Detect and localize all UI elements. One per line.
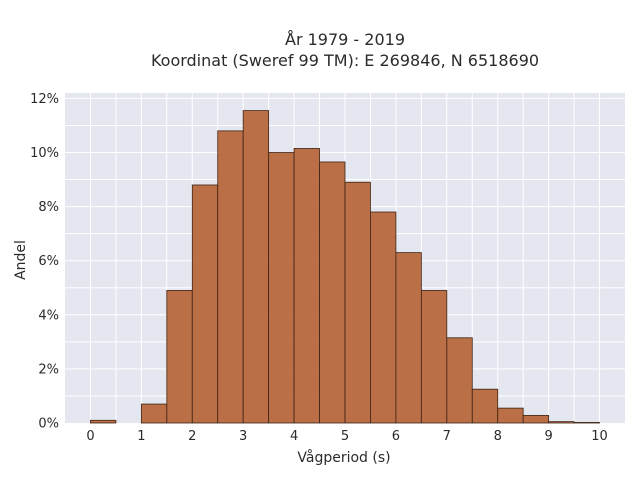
- x-axis-ticks: 0 1 2 3 4 5 6 7 8 9 10: [86, 429, 608, 444]
- histogram-bar: [395, 252, 422, 424]
- histogram-bar: [268, 152, 295, 424]
- histogram-bar: [293, 148, 320, 424]
- histogram-bar: [90, 419, 117, 424]
- histogram-bar: [548, 421, 575, 424]
- y-axis-label: Andel: [13, 240, 29, 280]
- x-tick-label: 6: [392, 429, 400, 444]
- chart-title-line-2: Koordinat (Sweref 99 TM): E 269846, N 65…: [151, 51, 539, 70]
- x-axis-label: Vågperiod (s): [297, 449, 390, 466]
- histogram-bar: [573, 422, 600, 424]
- histogram-bar: [370, 211, 397, 424]
- histogram-bar: [522, 415, 550, 424]
- x-tick-label: 4: [290, 429, 298, 444]
- bars-group: [90, 110, 600, 424]
- y-tick-label: 8%: [38, 200, 59, 215]
- x-tick-label: 9: [544, 429, 552, 444]
- histogram-bar: [344, 181, 371, 424]
- histogram-bar: [319, 161, 346, 424]
- histogram-bar: [166, 290, 193, 424]
- y-tick-label: 4%: [38, 308, 59, 323]
- y-tick-label: 2%: [38, 362, 59, 377]
- y-tick-label: 10%: [30, 146, 59, 161]
- x-tick-label: 2: [188, 429, 196, 444]
- histogram-bar: [446, 337, 473, 424]
- x-tick-label: 5: [341, 429, 349, 444]
- histogram-bar: [471, 388, 499, 424]
- histogram-bar: [191, 184, 219, 424]
- x-tick-label: 7: [443, 429, 451, 444]
- y-tick-label: 12%: [30, 92, 59, 107]
- histogram-bar: [420, 290, 448, 424]
- x-tick-label: 1: [137, 429, 145, 444]
- chart-title-line-1: År 1979 - 2019: [285, 30, 405, 49]
- x-tick-label: 8: [494, 429, 502, 444]
- x-tick-label: 10: [591, 429, 608, 444]
- x-tick-label: 3: [239, 429, 247, 444]
- histogram-bar: [217, 130, 244, 424]
- y-tick-label: 0%: [38, 417, 59, 432]
- histogram-bar: [497, 407, 524, 424]
- x-tick-label: 0: [86, 429, 94, 444]
- y-tick-label: 6%: [38, 254, 59, 269]
- histogram-bar: [242, 110, 270, 424]
- histogram-bar: [140, 403, 168, 424]
- y-axis-ticks: 0% 2% 4% 6% 8% 10% 12%: [30, 92, 59, 432]
